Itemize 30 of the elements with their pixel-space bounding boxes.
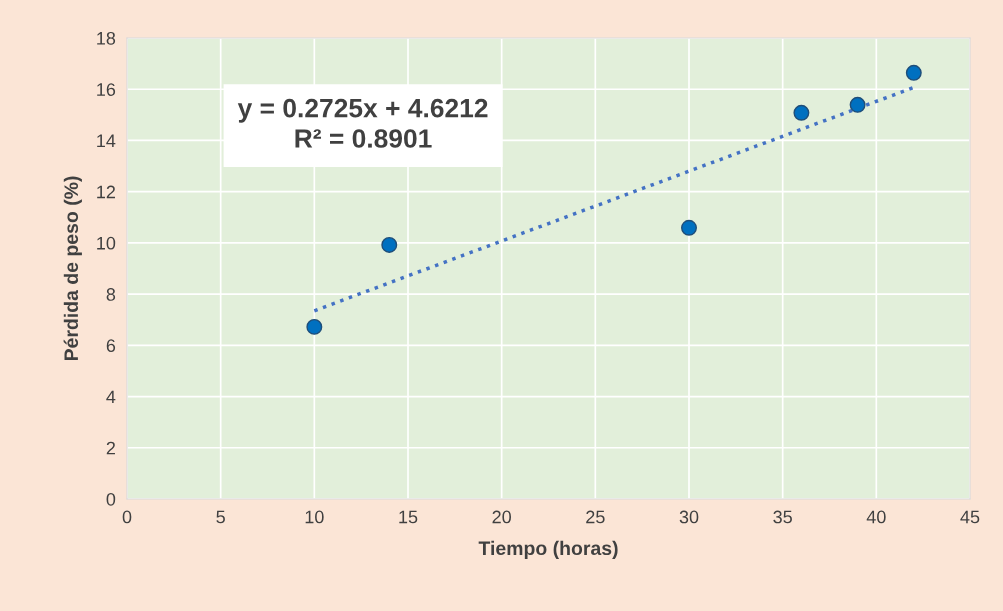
y-tick-label: 6 bbox=[106, 339, 116, 353]
point bbox=[793, 104, 810, 121]
point bbox=[905, 64, 922, 81]
annotation: R² = 0.8901 bbox=[295, 129, 432, 148]
y-tick-label: 0 bbox=[106, 492, 116, 506]
y-tick-label: 14 bbox=[97, 134, 116, 147]
x-tick-label: 20 bbox=[492, 510, 511, 524]
x-tick-label: 15 bbox=[399, 510, 418, 524]
x-tick-label: 40 bbox=[866, 510, 886, 524]
y-tick-label: 18 bbox=[97, 31, 116, 45]
x-tick-label: 10 bbox=[305, 510, 324, 524]
point bbox=[381, 236, 398, 253]
annotation: y = 0.2725x + 4.6212 bbox=[237, 98, 488, 123]
y-tick-label: 16 bbox=[97, 83, 116, 96]
point bbox=[849, 96, 866, 113]
x-tick-label: 30 bbox=[679, 510, 699, 524]
y-tick-label: 10 bbox=[97, 236, 116, 250]
x-axis-title: Tiempo (horas) bbox=[478, 540, 618, 559]
point bbox=[681, 219, 697, 236]
x-tick-label: 5 bbox=[216, 510, 225, 524]
x-tick-label: 35 bbox=[773, 510, 792, 524]
y-tick-label: 8 bbox=[106, 288, 116, 301]
y-axis-title: Pérdida de peso (%) bbox=[63, 176, 82, 361]
y-tick-label: 12 bbox=[97, 185, 115, 199]
x-tick-label: 0 bbox=[122, 510, 132, 524]
x-tick-label: 45 bbox=[960, 510, 980, 524]
x-tick-label: 25 bbox=[586, 510, 605, 524]
y-tick-label: 2 bbox=[106, 441, 115, 455]
point bbox=[306, 318, 323, 335]
y-tick-label: 4 bbox=[106, 390, 116, 404]
